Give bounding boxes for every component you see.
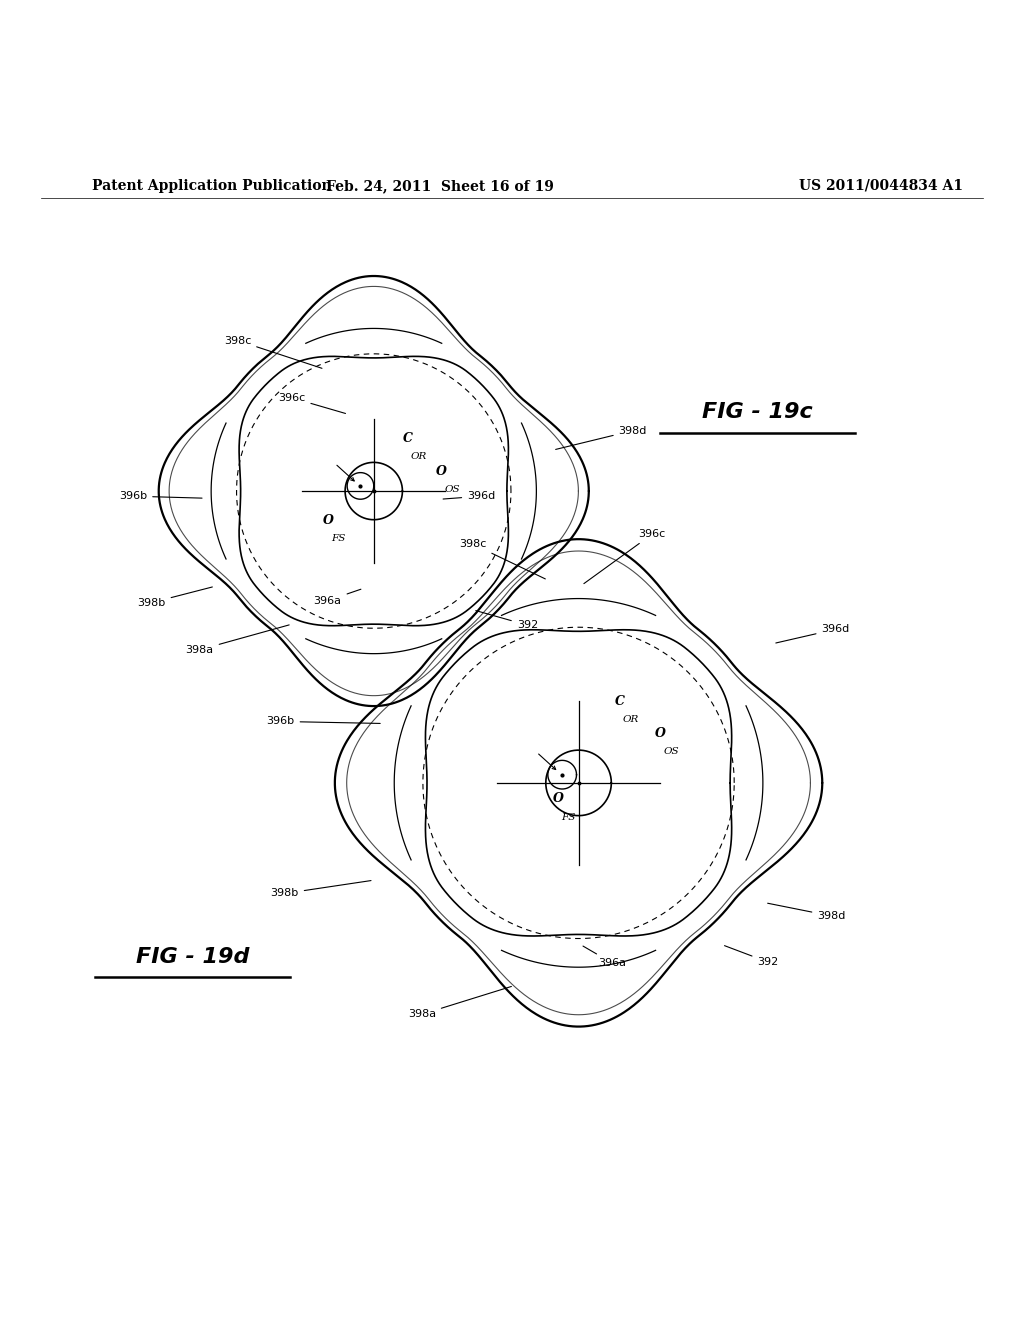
Text: C: C: [614, 696, 625, 708]
Text: US 2011/0044834 A1: US 2011/0044834 A1: [799, 180, 963, 193]
Text: Patent Application Publication: Patent Application Publication: [92, 180, 332, 193]
Text: FS: FS: [561, 813, 575, 821]
Text: O: O: [655, 727, 667, 741]
Text: 398b: 398b: [137, 587, 212, 607]
Text: C: C: [402, 432, 413, 445]
Text: 396a: 396a: [583, 946, 627, 968]
Text: 396d: 396d: [443, 491, 496, 502]
Text: OR: OR: [411, 453, 427, 461]
Text: 398c: 398c: [224, 335, 322, 368]
Text: 398d: 398d: [768, 903, 846, 921]
Text: 396b: 396b: [119, 491, 202, 502]
Text: OS: OS: [664, 747, 679, 756]
Text: O: O: [553, 792, 564, 805]
Text: FIG - 19d: FIG - 19d: [136, 946, 249, 968]
Text: 392: 392: [725, 945, 778, 968]
Text: 398d: 398d: [556, 425, 647, 449]
Text: OS: OS: [444, 484, 460, 494]
Text: 396b: 396b: [266, 717, 380, 726]
Text: 398b: 398b: [270, 880, 371, 899]
Text: 396c: 396c: [584, 529, 666, 583]
Text: 398a: 398a: [408, 986, 511, 1019]
Text: O: O: [323, 513, 334, 527]
Text: OR: OR: [623, 715, 639, 725]
Text: 396c: 396c: [279, 393, 345, 413]
Text: 396a: 396a: [313, 589, 360, 606]
Text: 396d: 396d: [776, 624, 850, 643]
Text: 392: 392: [476, 611, 538, 630]
Text: O: O: [436, 465, 447, 478]
Text: 398a: 398a: [185, 624, 289, 655]
Text: FS: FS: [331, 535, 345, 543]
Text: FIG - 19c: FIG - 19c: [702, 403, 813, 422]
Text: 398c: 398c: [460, 540, 546, 579]
Text: Feb. 24, 2011  Sheet 16 of 19: Feb. 24, 2011 Sheet 16 of 19: [327, 180, 554, 193]
